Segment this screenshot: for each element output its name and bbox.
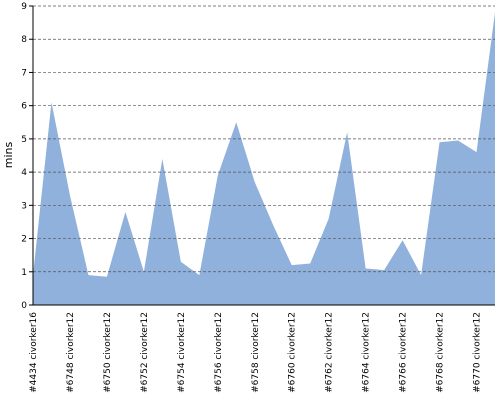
y-axis-label: mins: [2, 141, 15, 168]
x-tick-label: #6768 civorker12: [436, 312, 446, 393]
x-tick-label: #6754 civorker12: [177, 312, 187, 393]
y-tick-label: 9: [21, 2, 27, 12]
x-tick-label: #6748 civorker12: [66, 312, 76, 393]
y-tick-label: 8: [21, 35, 27, 45]
x-tick-label: #6756 civorker12: [214, 312, 224, 393]
y-tick-label: 7: [21, 68, 27, 78]
x-tick-label: #6760 civorker12: [288, 312, 298, 393]
y-tick-label: 3: [21, 201, 27, 211]
y-tick-label: 6: [21, 102, 27, 112]
x-tick-label: #6766 civorker12: [399, 312, 409, 393]
x-tick-label: #4434 civorker16: [29, 312, 39, 393]
y-tick-label: 1: [21, 268, 27, 278]
x-tick-label: #6752 civorker12: [140, 312, 150, 393]
x-tick-label: #6770 civorker12: [473, 312, 483, 393]
area: [33, 12, 495, 306]
y-tick-label: 0: [21, 301, 27, 311]
y-tick-label: 5: [21, 135, 27, 145]
x-tick-label: #6762 civorker12: [325, 312, 335, 393]
x-tick-label: #6764 civorker12: [362, 312, 372, 393]
x-tick-label: #6758 civorker12: [251, 312, 261, 393]
y-tick-label: 2: [21, 235, 27, 245]
x-tick-label: #6750 civorker12: [103, 312, 113, 393]
y-tick-label: 4: [21, 168, 27, 178]
